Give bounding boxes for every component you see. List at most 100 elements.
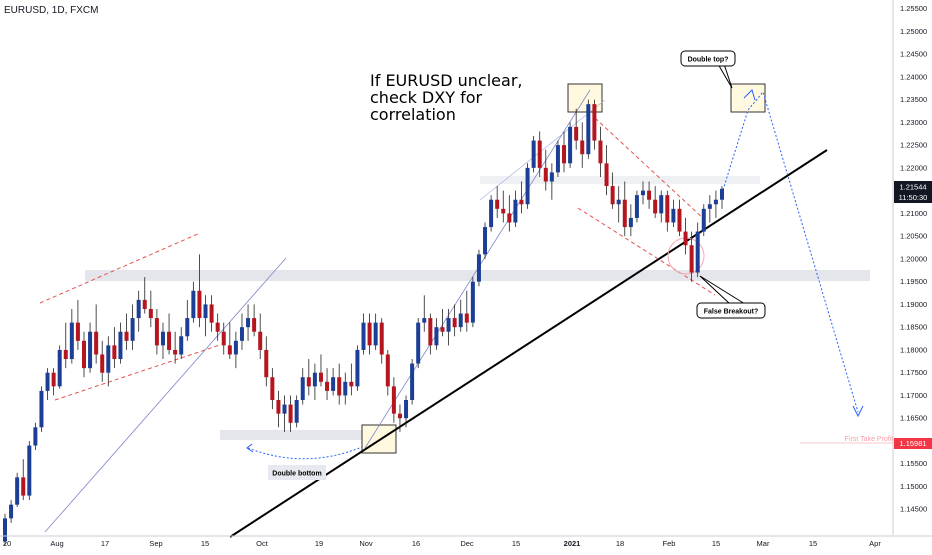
candle-body: [653, 199, 658, 214]
candle-body: [501, 208, 506, 214]
time-tick-label: 16: [412, 539, 420, 548]
descending-channel-bottom[interactable]: [577, 207, 716, 296]
channel-bottom-dashed[interactable]: [54, 344, 221, 401]
candle-body: [300, 377, 305, 400]
candle: [39, 386, 44, 432]
price-tick-label: 1.23000: [900, 118, 927, 127]
candle: [3, 513, 7, 546]
candle: [331, 368, 336, 396]
candle: [173, 331, 178, 364]
candle: [33, 422, 38, 451]
candle-body: [434, 327, 439, 346]
double-bottom-label-box[interactable]: [268, 465, 326, 480]
candle: [264, 336, 269, 387]
candle: [325, 368, 330, 400]
support-trendline-left[interactable]: [44, 257, 287, 533]
candle-body: [173, 349, 178, 355]
candle-body: [63, 349, 68, 360]
candle: [367, 313, 372, 355]
candle: [233, 331, 238, 369]
candle: [671, 199, 676, 228]
channel-upper-faint: [479, 99, 606, 201]
first-take-profit-label: First Take Profit: [845, 436, 894, 443]
candle: [586, 99, 591, 159]
candle-body: [209, 304, 214, 323]
candle: [555, 140, 560, 177]
price-tick-label: 1.17500: [900, 368, 927, 377]
candle: [27, 440, 32, 501]
false-breakout-callout[interactable]: [696, 302, 766, 319]
candle: [495, 186, 500, 218]
candle: [185, 299, 190, 341]
price-tick-label: 1.22000: [900, 163, 927, 172]
price-tick-label: 1.24500: [900, 50, 927, 59]
target-zone[interactable]: [730, 83, 766, 113]
candle-body: [69, 322, 74, 360]
candle: [63, 322, 68, 369]
candles-group: [3, 99, 724, 546]
current-price-value: 1.21544: [899, 183, 926, 192]
price-axis[interactable]: 1.25500 1.25000 1.24500 1.24000 1.23500 1.230…: [900, 4, 927, 514]
main-trendline[interactable]: [229, 149, 828, 538]
candle-body: [379, 322, 384, 355]
candle-body: [142, 299, 147, 309]
candle-body: [191, 290, 196, 319]
candle: [136, 290, 141, 332]
candle: [659, 190, 664, 223]
candle: [106, 336, 111, 387]
candle: [513, 190, 518, 228]
candle: [689, 231, 694, 282]
candle-body: [689, 245, 694, 273]
time-tick-label: Feb: [663, 539, 676, 548]
candle: [653, 186, 658, 218]
candle: [634, 190, 639, 223]
candle: [483, 222, 488, 259]
candle-body: [246, 318, 251, 328]
candle-body: [665, 195, 670, 223]
time-tick-label: Nov: [359, 539, 373, 548]
candle-body: [215, 322, 220, 332]
candle-body: [622, 199, 627, 228]
time-axis[interactable]: 20 Aug 17 Sep 15 Oct 19 Nov 16 Dec 15 2021 18 Feb 15 Ma…: [3, 539, 882, 548]
candle-body: [148, 308, 153, 319]
candle: [568, 122, 573, 168]
candle-body: [154, 318, 159, 346]
candle: [665, 190, 670, 232]
candle-body: [647, 190, 652, 200]
candle-body: [136, 299, 141, 319]
candle-body: [495, 199, 500, 209]
candle: [410, 359, 415, 405]
candle: [458, 299, 463, 332]
candle: [197, 254, 202, 328]
candle-body: [94, 331, 99, 355]
candle: [57, 345, 62, 389]
candle-body: [519, 199, 524, 205]
candle: [9, 500, 14, 523]
candle: [707, 195, 712, 223]
time-tick-label: 15: [512, 539, 520, 548]
double-top-callout[interactable]: [680, 50, 736, 67]
candle-body: [167, 331, 172, 350]
double-bottom-arc[interactable]: [247, 446, 363, 460]
candle-body: [160, 331, 165, 346]
candle: [227, 322, 232, 360]
candle: [21, 459, 26, 501]
candle-body: [695, 231, 700, 273]
descending-channel-top[interactable]: [594, 117, 706, 221]
candle-body: [568, 126, 573, 164]
candle-body: [404, 400, 409, 419]
headline-text: If EURUSD unclear, check DXY for correla…: [370, 72, 522, 123]
candle: [258, 313, 263, 360]
price-tick-label: 1.20500: [900, 232, 927, 241]
time-tick-label: Apr: [869, 539, 881, 548]
candle-body: [106, 345, 111, 373]
projection-path[interactable]: [722, 90, 859, 413]
candle-body: [598, 140, 603, 164]
candle-body: [555, 145, 560, 173]
candle: [470, 277, 475, 328]
candle: [525, 163, 530, 209]
channel-top-dashed[interactable]: [39, 232, 201, 304]
candle: [318, 354, 323, 387]
